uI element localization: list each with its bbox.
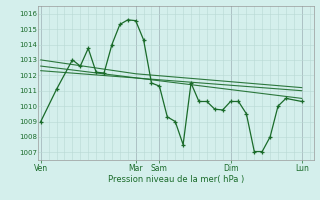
X-axis label: Pression niveau de la mer( hPa ): Pression niveau de la mer( hPa ) xyxy=(108,175,244,184)
